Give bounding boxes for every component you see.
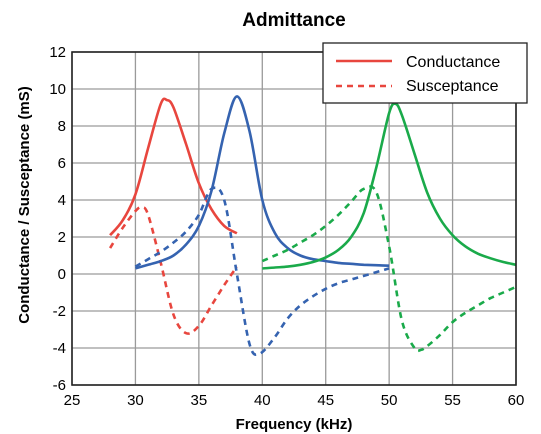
y-tick-label: -4 [53, 340, 66, 357]
y-tick-label: 10 [49, 81, 66, 98]
susceptance-series-line-3 [134, 186, 390, 356]
plot-frame [71, 51, 517, 386]
y-axis-label: Conductance / Susceptance (mS) [16, 86, 33, 324]
conductance-series-line-0 [109, 97, 238, 237]
y-tick-label: -2 [53, 303, 66, 320]
x-tick-label: 25 [64, 392, 81, 409]
y-tick-label: 2 [58, 229, 66, 246]
tick-labels: 25 30 35 40 45 50 55 60 -6 -4 -2 0 2 4 6 8 10 12 [49, 44, 524, 409]
plot-series [108, 95, 517, 356]
y-tick-label: 4 [58, 192, 66, 209]
x-tick-label: 30 [127, 392, 144, 409]
y-tick-label: 6 [58, 155, 66, 172]
susceptance-series-line-1 [108, 205, 238, 335]
x-tick-label: 50 [381, 392, 398, 409]
legend-susceptance-label: Susceptance [406, 78, 499, 95]
chart-title: Admittance [242, 10, 345, 31]
legend-conductance-label: Conductance [406, 54, 500, 71]
y-tick-label: 12 [49, 44, 66, 61]
y-tick-label: 0 [58, 266, 66, 283]
x-tick-label: 60 [508, 392, 525, 409]
susceptance-series-line-5 [261, 185, 517, 353]
x-axis-label: Frequency (kHz) [236, 416, 353, 433]
y-tick-label: 8 [58, 118, 66, 135]
legend-box [322, 42, 528, 104]
legend: Conductance Susceptance [322, 42, 528, 104]
y-tick-label: -6 [53, 377, 66, 394]
x-tick-label: 35 [191, 392, 208, 409]
x-tick-label: 55 [444, 392, 461, 409]
x-tick-label: 45 [317, 392, 334, 409]
x-tick-label: 40 [254, 392, 271, 409]
conductance-series-line-2 [135, 95, 390, 270]
conductance-series-line-4 [262, 102, 517, 270]
